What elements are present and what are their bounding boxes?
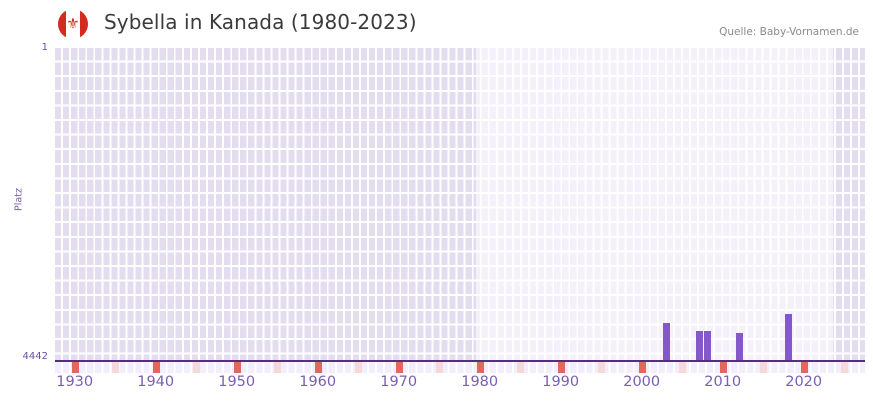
chart-header: ⚜ Sybella in Kanada (1980-2023) Quelle: … (0, 0, 873, 46)
x-tick-major (395, 362, 403, 373)
bar[interactable] (703, 330, 711, 361)
x-tick-major (557, 362, 565, 373)
x-tick-major (476, 362, 484, 373)
x-tick-major (233, 362, 241, 373)
x-axis-tick-label: 1970 (380, 374, 418, 390)
page-title: Sybella in Kanada (1980-2023) (104, 10, 417, 34)
x-axis-labels: 1930 1940 1950 1960 1970 1980 1990 2000 2010 2020 (0, 374, 873, 400)
source-credit: Quelle: Baby-Vornamen.de (719, 26, 859, 38)
bar[interactable] (695, 330, 703, 361)
x-tick-major (71, 362, 79, 373)
maple-leaf-icon: ⚜ (66, 14, 80, 33)
x-tick-major (800, 362, 808, 373)
flag-band-right (80, 9, 88, 39)
x-tick-minor (760, 362, 768, 373)
x-tick-major (152, 362, 160, 373)
x-axis-tick-label: 1930 (56, 374, 94, 390)
x-axis-tick-label: 1990 (542, 374, 580, 390)
x-tick-major (638, 362, 646, 373)
x-axis-tick-label: 1940 (137, 374, 175, 390)
x-tick-minor (436, 362, 444, 373)
flag-band-left (58, 9, 66, 39)
x-axis-tick-label: 2020 (785, 374, 823, 390)
x-tick-major (719, 362, 727, 373)
x-tick-minor (193, 362, 201, 373)
x-axis-tick-label: 1980 (461, 374, 499, 390)
x-tick-minor (274, 362, 282, 373)
y-axis-tick-top: 1 (41, 42, 48, 53)
x-axis-tick-label: 1960 (299, 374, 337, 390)
x-axis-tick-label: 2000 (623, 374, 661, 390)
y-axis-tick-bottom: 4442 (22, 351, 48, 362)
x-tick-minor (679, 362, 687, 373)
x-tick-major (314, 362, 322, 373)
x-tick-minor (355, 362, 363, 373)
bar[interactable] (736, 333, 743, 361)
canada-flag-icon: ⚜ (58, 9, 88, 39)
data-range-highlight (476, 48, 833, 361)
x-axis-tick-label: 1950 (218, 374, 256, 390)
plot-area (55, 48, 865, 361)
x-axis-tick-strip (55, 362, 865, 373)
x-tick-minor (517, 362, 525, 373)
x-tick-minor (112, 362, 120, 373)
bar[interactable] (663, 322, 671, 361)
x-axis-line (55, 360, 865, 362)
x-tick-minor (841, 362, 849, 373)
bar[interactable] (784, 313, 792, 361)
x-axis-tick-label: 2010 (704, 374, 742, 390)
y-axis-title: Platz (13, 188, 25, 211)
x-tick-minor (598, 362, 606, 373)
